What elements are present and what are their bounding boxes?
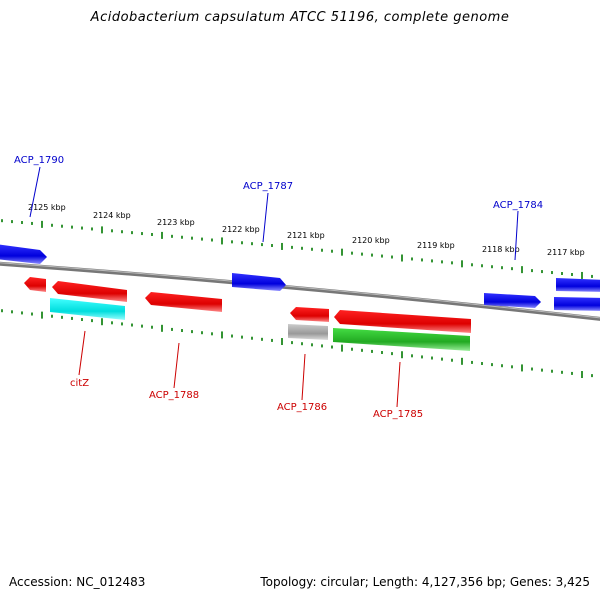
gene-label-forward[interactable]: ACP_1787 <box>243 181 293 192</box>
gene-label-reverse[interactable]: citZ <box>70 378 89 389</box>
gene-label-reverse[interactable]: ACP_1786 <box>277 402 327 413</box>
gene-label-forward[interactable]: ACP_1784 <box>493 200 543 211</box>
forward-genes <box>0 244 600 311</box>
leader-line <box>29 166 41 218</box>
kbp-label: 2117 kbp <box>547 248 585 257</box>
kbp-label: 2119 kbp <box>417 241 455 250</box>
leader-line <box>173 342 180 389</box>
gene-arrow-reverse[interactable] <box>290 307 329 322</box>
genome-backbone <box>0 261 600 321</box>
gene-arrow-forward[interactable] <box>0 244 47 264</box>
gene-arrow-reverse[interactable] <box>145 292 222 312</box>
kbp-label: 2122 kbp <box>222 225 260 234</box>
leader-line <box>301 353 306 401</box>
kbp-label: 2120 kbp <box>352 236 390 245</box>
gene-arrow-forward[interactable] <box>484 293 541 308</box>
tick-ring-inner <box>1 309 593 379</box>
leader-line <box>396 361 401 408</box>
gene-arrow-reverse[interactable] <box>24 277 46 292</box>
gene-arrow-forward[interactable] <box>556 278 600 292</box>
kbp-label: 2123 kbp <box>157 218 195 227</box>
kbp-label: 2124 kbp <box>93 211 131 220</box>
genome-summary-text: Topology: circular; Length: 4,127,356 bp… <box>260 575 590 589</box>
accession-text: Accession: NC_012483 <box>9 575 146 589</box>
gene-arrow-reverse[interactable] <box>288 324 328 340</box>
gene-arrow-reverse[interactable] <box>334 310 471 333</box>
leader-line <box>78 330 86 376</box>
gene-arrow-reverse[interactable] <box>333 328 470 351</box>
gene-label-forward[interactable]: ACP_1790 <box>14 155 64 166</box>
tick-ring-outer <box>1 219 593 279</box>
reverse-genes <box>24 277 471 351</box>
gene-arrow-forward[interactable] <box>554 297 600 311</box>
map-title: Acidobacterium capsulatum ATCC 51196, co… <box>90 10 510 25</box>
label-leaders <box>29 166 519 408</box>
gene-labels: ACP_1790 ACP_1787 ACP_1784 citZ ACP_1788… <box>14 155 543 420</box>
genome-backbone-highlight <box>0 262 600 319</box>
gene-label-reverse[interactable]: ACP_1785 <box>373 409 423 420</box>
kbp-label: 2118 kbp <box>482 245 520 254</box>
gene-arrow-reverse[interactable] <box>50 298 125 320</box>
gene-arrow-reverse[interactable] <box>52 281 127 302</box>
leader-line <box>514 210 519 261</box>
leader-line <box>262 192 269 243</box>
gene-label-reverse[interactable]: ACP_1788 <box>149 390 199 401</box>
kbp-label: 2125 kbp <box>28 203 66 212</box>
kbp-labels: 2125 kbp 2124 kbp 2123 kbp 2122 kbp 2121… <box>28 203 585 257</box>
kbp-label: 2121 kbp <box>287 231 325 240</box>
gene-arrow-forward[interactable] <box>232 273 286 291</box>
